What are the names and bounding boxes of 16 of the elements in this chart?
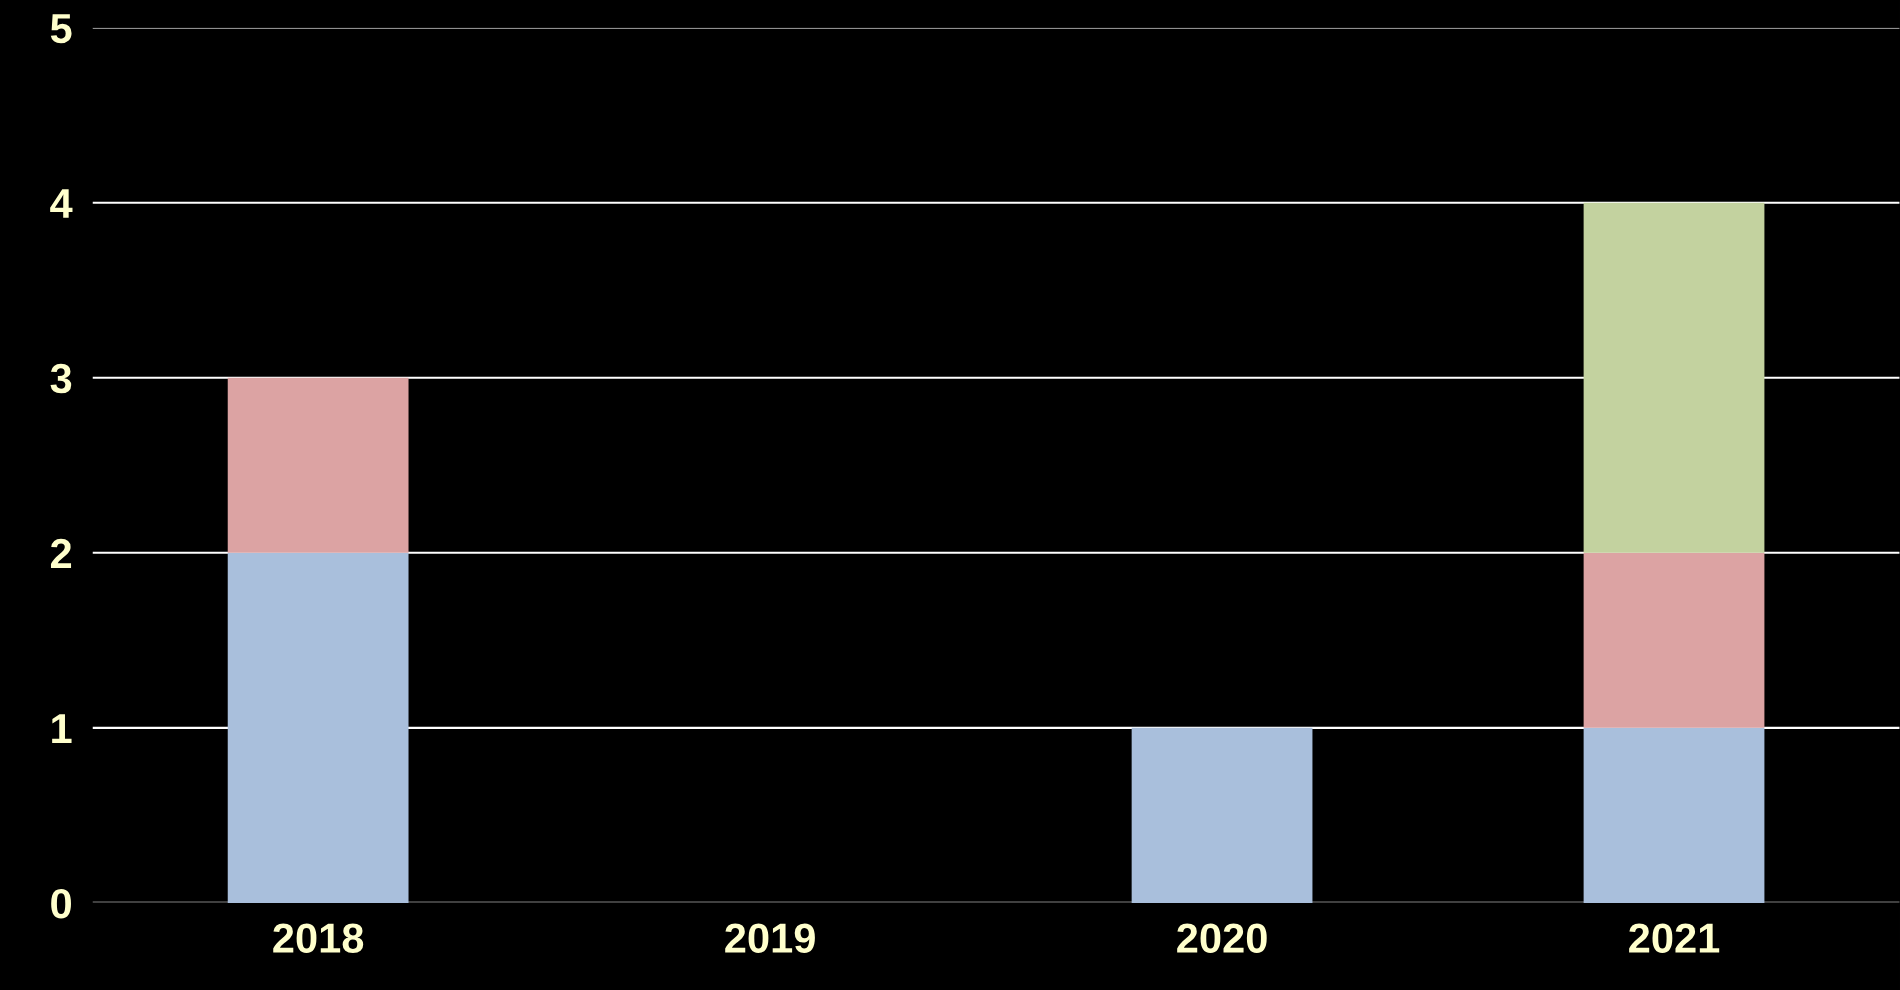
y-tick-label: 4 <box>50 189 73 218</box>
x-tick-label: 2020 <box>1177 923 1267 953</box>
bar <box>227 377 409 553</box>
bar <box>227 552 409 903</box>
x-tick-label: 2019 <box>725 923 815 953</box>
y-tick-label: 0 <box>51 888 71 919</box>
bar <box>1131 727 1313 903</box>
y-tick-label: 5 <box>50 14 72 44</box>
x-tick-label: 2018 <box>273 923 364 953</box>
bar <box>1583 552 1765 728</box>
y-tick-label: 2 <box>50 538 72 568</box>
y-tick-label: 3 <box>50 363 72 394</box>
bar <box>1583 727 1765 903</box>
y-tick-label: 1 <box>52 714 72 743</box>
bar <box>1583 202 1765 553</box>
x-tick-label: 2021 <box>1629 923 1720 953</box>
